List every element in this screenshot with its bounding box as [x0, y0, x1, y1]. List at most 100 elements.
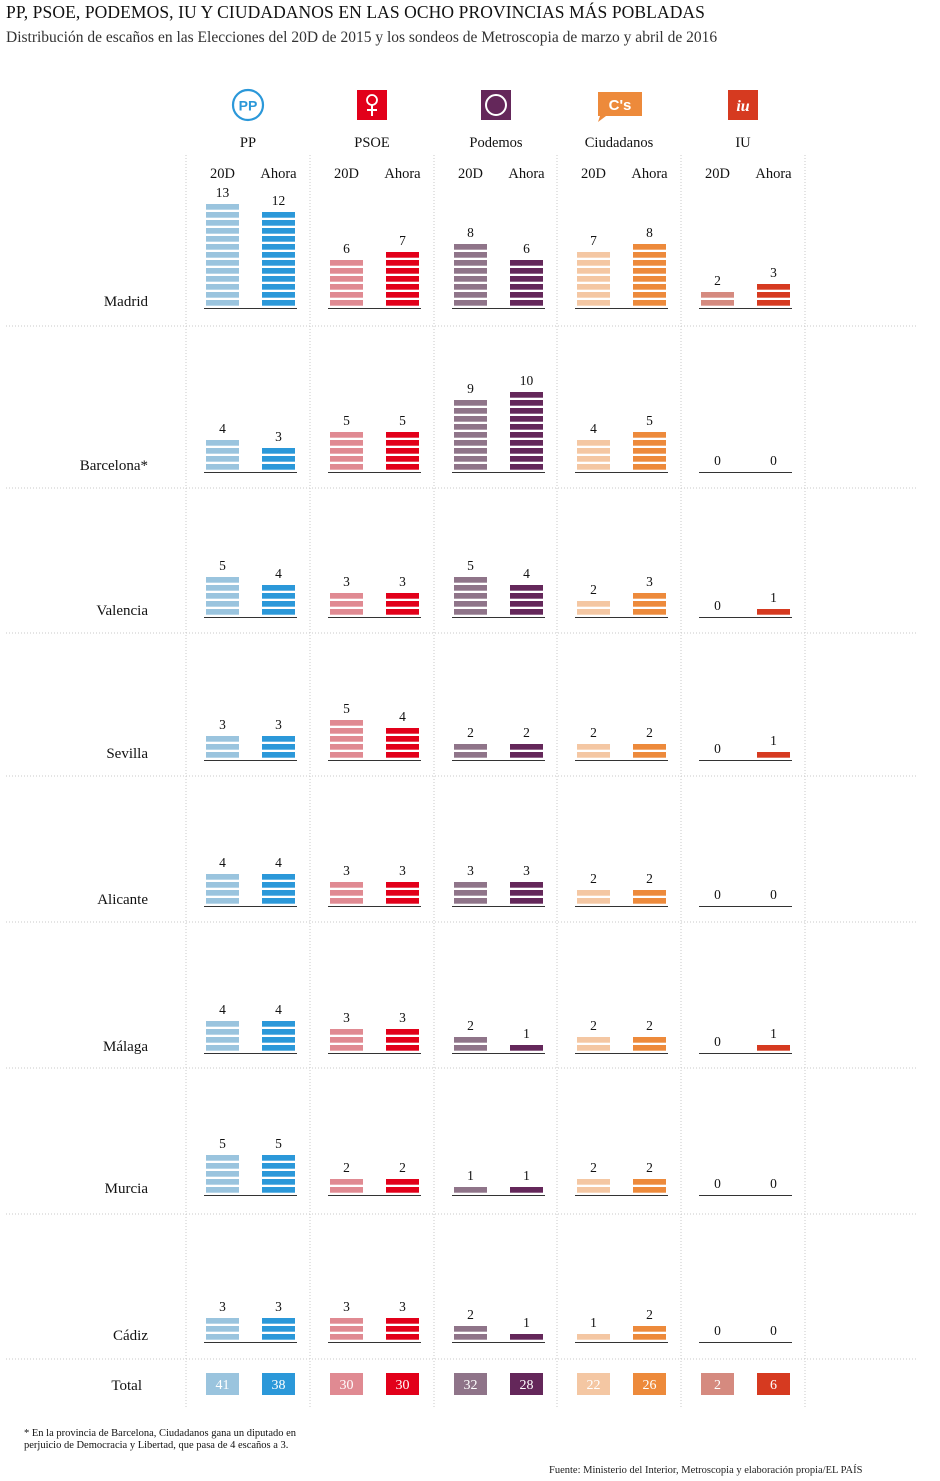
ciudadanos-logo-icon: [598, 92, 642, 122]
seat-segment: [633, 890, 666, 896]
seat-segment: [386, 890, 419, 896]
seat-segment: [454, 585, 487, 591]
seat-segment: [633, 898, 666, 904]
seat-segment: [510, 744, 543, 750]
seat-value-label: 5: [275, 1136, 282, 1151]
seat-segment: [577, 752, 610, 758]
seat-value-label: 0: [770, 1176, 777, 1191]
seat-segment: [386, 898, 419, 904]
seat-segment: [206, 292, 239, 298]
seat-value-label: 1: [523, 1026, 530, 1041]
seat-distribution-chart: PP PP 20D Ahora PSOE 20D Ahora Podemos 20D Ahora C…: [6, 88, 916, 1407]
seat-value-label: 8: [467, 225, 474, 240]
seat-value-label: 2: [646, 1307, 653, 1322]
seat-value-label: 0: [714, 598, 721, 613]
seat-segment: [262, 236, 295, 242]
total-box: [206, 1373, 239, 1395]
seat-segment: [206, 585, 239, 591]
seat-segment: [510, 440, 543, 446]
seat-segment: [701, 292, 734, 298]
total-value-label: 22: [587, 1378, 601, 1393]
seat-segment: [386, 432, 419, 438]
seat-segment: [330, 1045, 363, 1051]
seat-segment: [633, 601, 666, 607]
seat-value-label: 0: [714, 741, 721, 756]
seat-segment: [206, 744, 239, 750]
seat-segment: [262, 284, 295, 290]
seat-segment: [262, 268, 295, 274]
province-label: Málaga: [103, 1039, 148, 1055]
seat-segment: [633, 432, 666, 438]
seat-segment: [262, 1187, 295, 1193]
seat-segment: [206, 601, 239, 607]
seat-segment: [577, 284, 610, 290]
seat-segment: [330, 601, 363, 607]
seat-segment: [330, 1037, 363, 1043]
seat-segment: [262, 1318, 295, 1324]
seat-segment: [633, 456, 666, 462]
seat-segment: [510, 609, 543, 615]
seat-value-label: 2: [646, 871, 653, 886]
seat-value-label: 3: [275, 429, 282, 444]
seat-segment: [386, 1318, 419, 1324]
seat-value-label: 1: [770, 590, 777, 605]
seat-segment: [386, 1045, 419, 1051]
total-box: [577, 1373, 610, 1395]
total-box: [330, 1373, 363, 1395]
seat-segment: [757, 284, 790, 290]
seat-segment: [262, 898, 295, 904]
seat-value-label: 4: [523, 566, 530, 581]
seat-segment: [206, 1171, 239, 1177]
seat-segment: [577, 1179, 610, 1185]
seat-segment: [510, 424, 543, 430]
seat-segment: [262, 228, 295, 234]
seat-segment: [330, 1326, 363, 1332]
seat-value-label: 2: [467, 725, 474, 740]
seat-segment: [206, 1163, 239, 1169]
seat-value-label: 4: [219, 421, 226, 436]
seat-segment: [386, 440, 419, 446]
seat-segment: [701, 300, 734, 306]
seat-segment: [262, 456, 295, 462]
seat-value-label: 2: [467, 1307, 474, 1322]
chart-subtitle: Distribución de escaños en las Eleccione…: [6, 29, 718, 46]
seat-value-label: 2: [590, 582, 597, 597]
seat-segment: [386, 882, 419, 888]
seat-segment: [206, 882, 239, 888]
ciudadanos-logo-text: C's: [609, 97, 632, 114]
seat-value-label: 2: [399, 1160, 406, 1175]
seat-segment: [577, 440, 610, 446]
seat-segment: [206, 1318, 239, 1324]
seat-segment: [454, 424, 487, 430]
seat-segment: [206, 236, 239, 242]
seat-segment: [577, 1334, 610, 1340]
seat-segment: [206, 1179, 239, 1185]
seat-value-label: 6: [343, 241, 350, 256]
seat-segment: [330, 456, 363, 462]
seat-value-label: 0: [714, 1323, 721, 1338]
seat-segment: [206, 456, 239, 462]
seat-segment: [577, 1045, 610, 1051]
seat-segment: [577, 448, 610, 454]
total-box: [633, 1373, 666, 1395]
seat-value-label: 3: [399, 574, 406, 589]
period-label-20d: 20D: [705, 166, 730, 182]
seat-segment: [454, 268, 487, 274]
seat-segment: [330, 744, 363, 750]
seat-segment: [633, 609, 666, 615]
province-label: Barcelona*: [80, 458, 148, 474]
seat-value-label: 4: [399, 709, 406, 724]
seat-segment: [330, 593, 363, 599]
seat-segment: [262, 593, 295, 599]
seat-segment: [386, 276, 419, 282]
seat-value-label: 1: [467, 1168, 474, 1183]
seat-segment: [262, 464, 295, 470]
seat-segment: [262, 1155, 295, 1161]
province-label: Alicante: [97, 892, 148, 908]
seat-value-label: 3: [399, 1299, 406, 1314]
seat-value-label: 4: [275, 855, 282, 870]
seat-value-label: 4: [590, 421, 597, 436]
seat-value-label: 5: [343, 413, 350, 428]
seat-segment: [510, 392, 543, 398]
seat-segment: [633, 1179, 666, 1185]
